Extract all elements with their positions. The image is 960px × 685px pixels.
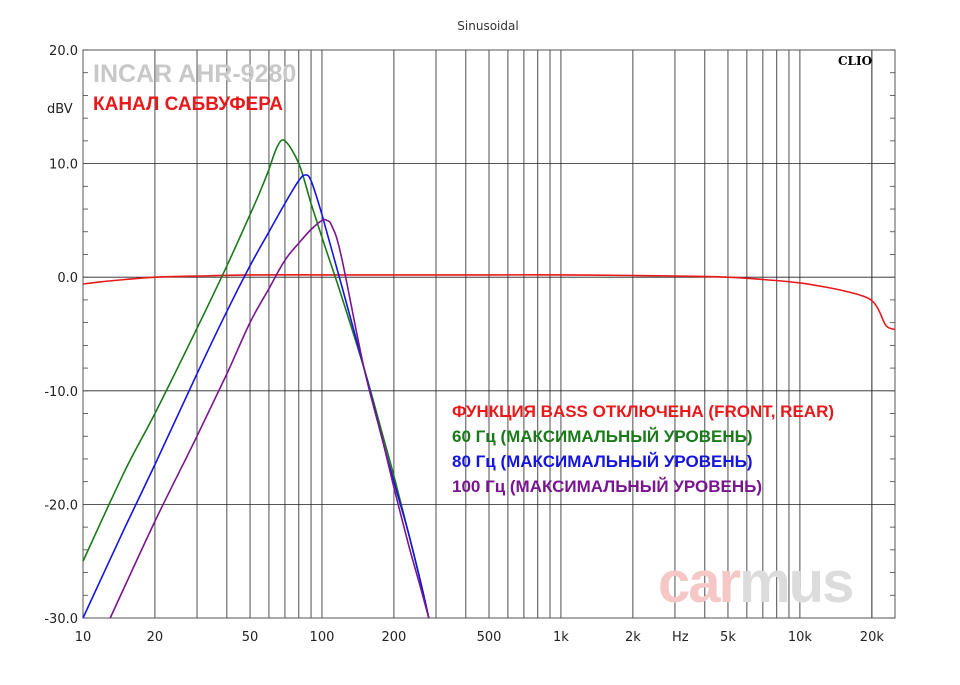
- x-tick-label: 200: [381, 630, 406, 645]
- x-axis-label: Hz: [672, 630, 689, 645]
- series-line-3: [109, 218, 430, 619]
- x-tick-label: 20k: [860, 630, 885, 645]
- x-tick-label: 50: [242, 630, 259, 645]
- plot-frame: [82, 49, 896, 619]
- x-tick-label: 1k: [553, 630, 569, 645]
- x-tick-label: 500: [477, 630, 502, 645]
- x-tick-labels: 10 20 50 100 200 500 1k 2k 5k 10k 20k: [75, 630, 885, 645]
- series-line-2: [82, 174, 430, 619]
- legend-entry-2: 80 Гц (МАКСИМАЛЬНЫЙ УРОВЕНЬ): [452, 452, 753, 471]
- y-tick-label: -30.0: [44, 612, 78, 627]
- y-tick-label: -20.0: [44, 498, 78, 513]
- x-tick-label: 5k: [720, 630, 736, 645]
- watermark-part-mus: mus: [739, 550, 852, 615]
- y-tick-label: 20.0: [49, 44, 78, 59]
- y-tick-labels: 20.0 10.0 0.0 -10.0 -20.0 -30.0: [44, 44, 78, 627]
- series-line-1: [82, 139, 430, 619]
- header-channel-name: КАНАЛ САБВУФЕРА: [93, 94, 283, 115]
- minor-ticks: [83, 49, 895, 619]
- y-tick-label: -10.0: [44, 385, 78, 400]
- y-axis-label: dBV: [47, 102, 73, 117]
- svg-text:carmus: carmus: [658, 550, 852, 615]
- series-line-0: [82, 274, 896, 331]
- chart-title: Sinusoidal: [457, 19, 518, 33]
- legend: ФУНКЦИЯ BASS ОТКЛЮЧЕНА (FRONT, REAR) 60 Г…: [452, 402, 834, 496]
- watermark-part-car: car: [658, 550, 741, 615]
- y-tick-label: 0.0: [57, 271, 78, 286]
- series-group: [82, 139, 896, 619]
- header-device-name: INCAR AHR-9280: [93, 60, 296, 88]
- clio-brand: CLIO: [838, 54, 872, 68]
- watermark: carmus: [658, 550, 854, 615]
- x-tick-label: 20: [147, 630, 164, 645]
- legend-entry-1: 60 Гц (МАКСИМАЛЬНЫЙ УРОВЕНЬ): [452, 427, 753, 446]
- legend-entry-0: ФУНКЦИЯ BASS ОТКЛЮЧЕНА (FRONT, REAR): [452, 402, 834, 421]
- y-tick-label: 10.0: [49, 158, 78, 173]
- x-tick-label: 2k: [625, 630, 641, 645]
- x-tick-label: 100: [310, 630, 335, 645]
- legend-entry-3: 100 Гц (МАКСИМАЛЬНЫЙ УРОВЕНЬ): [452, 477, 762, 496]
- x-tick-label: 10k: [788, 630, 813, 645]
- x-tick-label: 10: [75, 630, 92, 645]
